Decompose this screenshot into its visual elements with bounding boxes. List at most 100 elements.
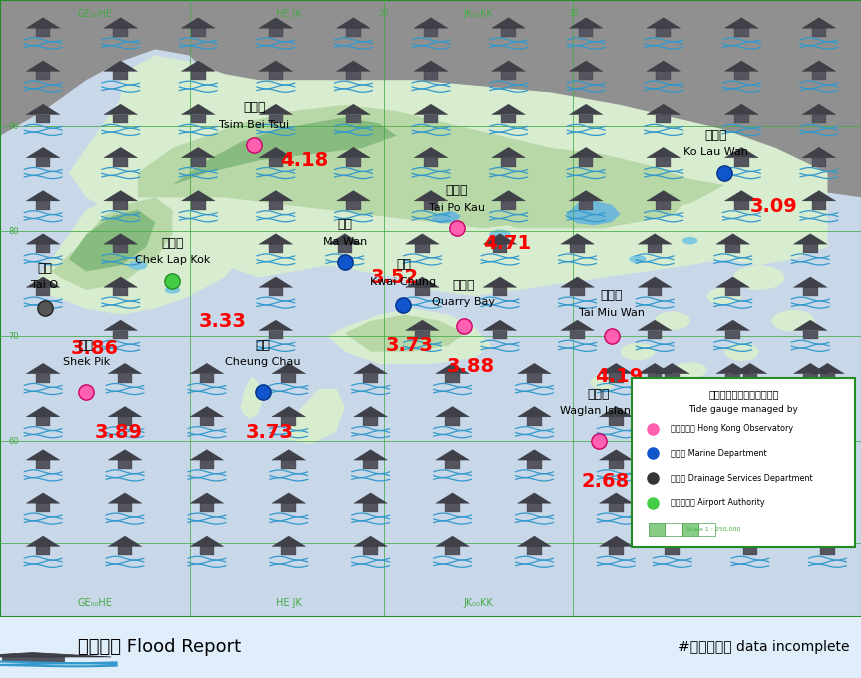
Polygon shape	[655, 407, 689, 417]
Polygon shape	[337, 191, 370, 201]
Polygon shape	[104, 147, 138, 158]
Polygon shape	[436, 493, 469, 503]
Polygon shape	[258, 234, 293, 244]
Bar	[269, 244, 282, 253]
Text: 海事處 Marine Department: 海事處 Marine Department	[671, 449, 766, 458]
Bar	[734, 115, 747, 123]
Polygon shape	[272, 363, 306, 374]
Text: Tai Miu Wan: Tai Miu Wan	[579, 308, 644, 318]
Polygon shape	[104, 18, 138, 28]
Polygon shape	[354, 493, 387, 503]
Bar	[734, 201, 747, 210]
Polygon shape	[647, 191, 680, 201]
Bar	[725, 244, 739, 253]
Bar	[269, 330, 282, 339]
Bar	[579, 71, 592, 80]
Text: 尖鼼咱: 尖鼼咱	[243, 101, 265, 114]
Text: Waglan Island: Waglan Island	[560, 407, 637, 416]
Bar	[118, 503, 132, 512]
Bar	[734, 71, 747, 80]
Bar	[527, 374, 541, 382]
Bar	[114, 158, 127, 167]
Bar	[346, 201, 360, 210]
Bar	[415, 287, 429, 296]
Bar	[114, 28, 127, 37]
Bar	[36, 546, 50, 555]
Bar	[665, 460, 678, 469]
Polygon shape	[327, 308, 491, 364]
Bar	[200, 460, 214, 469]
Polygon shape	[733, 407, 766, 417]
Polygon shape	[27, 18, 60, 28]
Ellipse shape	[128, 260, 147, 270]
Bar	[609, 503, 623, 512]
Bar	[527, 460, 541, 469]
Bar	[570, 244, 584, 253]
Polygon shape	[190, 407, 224, 417]
Polygon shape	[792, 363, 826, 374]
Polygon shape	[108, 493, 141, 503]
Ellipse shape	[672, 363, 706, 378]
Text: 長洲: 長洲	[255, 339, 270, 352]
Bar	[734, 28, 747, 37]
Polygon shape	[182, 104, 215, 115]
Bar	[656, 115, 670, 123]
Bar	[656, 28, 670, 37]
Polygon shape	[190, 493, 224, 503]
Polygon shape	[802, 61, 835, 71]
Polygon shape	[27, 407, 60, 417]
Bar	[36, 287, 50, 296]
Bar	[820, 460, 833, 469]
Bar	[424, 71, 437, 80]
Polygon shape	[599, 536, 633, 546]
Polygon shape	[809, 536, 843, 546]
Ellipse shape	[590, 376, 616, 389]
Polygon shape	[27, 61, 60, 71]
Bar	[346, 71, 360, 80]
Bar	[802, 417, 816, 426]
Polygon shape	[258, 320, 293, 330]
Polygon shape	[637, 234, 672, 244]
Polygon shape	[344, 315, 465, 352]
Polygon shape	[108, 407, 141, 417]
Text: Chek Lap Kok: Chek Lap Kok	[134, 256, 210, 265]
Bar	[36, 460, 50, 469]
Polygon shape	[517, 363, 551, 374]
Polygon shape	[104, 61, 138, 71]
Polygon shape	[715, 407, 749, 417]
Text: 大廟灣: 大廟灣	[600, 290, 623, 302]
Text: Tide gauge managed by: Tide gauge managed by	[688, 405, 797, 414]
Text: 3.09: 3.09	[749, 197, 796, 216]
Bar	[647, 330, 661, 339]
Ellipse shape	[164, 286, 180, 294]
Bar	[609, 374, 623, 382]
Bar	[346, 158, 360, 167]
Polygon shape	[809, 363, 843, 374]
Polygon shape	[802, 18, 835, 28]
Text: Quarry Bay: Quarry Bay	[431, 297, 495, 307]
Polygon shape	[482, 320, 516, 330]
Text: Shek Pik: Shek Pik	[63, 357, 109, 367]
Text: Tai O: Tai O	[31, 280, 59, 290]
Polygon shape	[517, 493, 551, 503]
Text: 大埔濘: 大埔濘	[445, 184, 468, 197]
Bar	[269, 71, 282, 80]
Bar	[742, 460, 756, 469]
Polygon shape	[647, 18, 680, 28]
Polygon shape	[272, 493, 306, 503]
Text: 3.86: 3.86	[71, 339, 119, 359]
Bar	[665, 417, 678, 426]
Polygon shape	[337, 18, 370, 28]
Polygon shape	[569, 147, 603, 158]
Polygon shape	[724, 61, 758, 71]
Text: Scale 1 : 250,000: Scale 1 : 250,000	[685, 527, 740, 532]
Polygon shape	[499, 167, 689, 228]
Bar	[811, 71, 825, 80]
Polygon shape	[69, 210, 155, 271]
Polygon shape	[0, 0, 861, 197]
Bar	[2, 657, 64, 661]
Bar	[656, 158, 670, 167]
Text: 石璧: 石璧	[78, 339, 94, 352]
Polygon shape	[337, 147, 370, 158]
Polygon shape	[27, 450, 60, 460]
